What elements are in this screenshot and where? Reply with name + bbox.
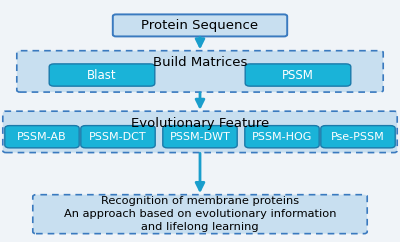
FancyBboxPatch shape — [49, 64, 155, 86]
Text: Build Matrices: Build Matrices — [153, 56, 247, 69]
Text: Pse-PSSM: Pse-PSSM — [331, 132, 385, 142]
FancyBboxPatch shape — [321, 126, 395, 148]
Text: PSSM-DCT: PSSM-DCT — [89, 132, 147, 142]
FancyBboxPatch shape — [81, 126, 155, 148]
Text: PSSM: PSSM — [282, 68, 314, 82]
Text: Blast: Blast — [87, 68, 117, 82]
FancyBboxPatch shape — [245, 64, 351, 86]
Text: Protein Sequence: Protein Sequence — [142, 19, 258, 32]
Text: Evolutionary Feature: Evolutionary Feature — [131, 117, 269, 130]
FancyBboxPatch shape — [3, 111, 397, 153]
FancyBboxPatch shape — [245, 126, 319, 148]
FancyBboxPatch shape — [163, 126, 237, 148]
FancyBboxPatch shape — [17, 51, 383, 92]
FancyBboxPatch shape — [33, 195, 367, 234]
FancyBboxPatch shape — [113, 15, 287, 36]
FancyBboxPatch shape — [5, 126, 79, 148]
Text: PSSM-HOG: PSSM-HOG — [252, 132, 312, 142]
Text: PSSM-DWT: PSSM-DWT — [170, 132, 230, 142]
Text: Recognition of membrane proteins
An approach based on evolutionary information
a: Recognition of membrane proteins An appr… — [64, 196, 336, 232]
Text: PSSM-AB: PSSM-AB — [17, 132, 67, 142]
